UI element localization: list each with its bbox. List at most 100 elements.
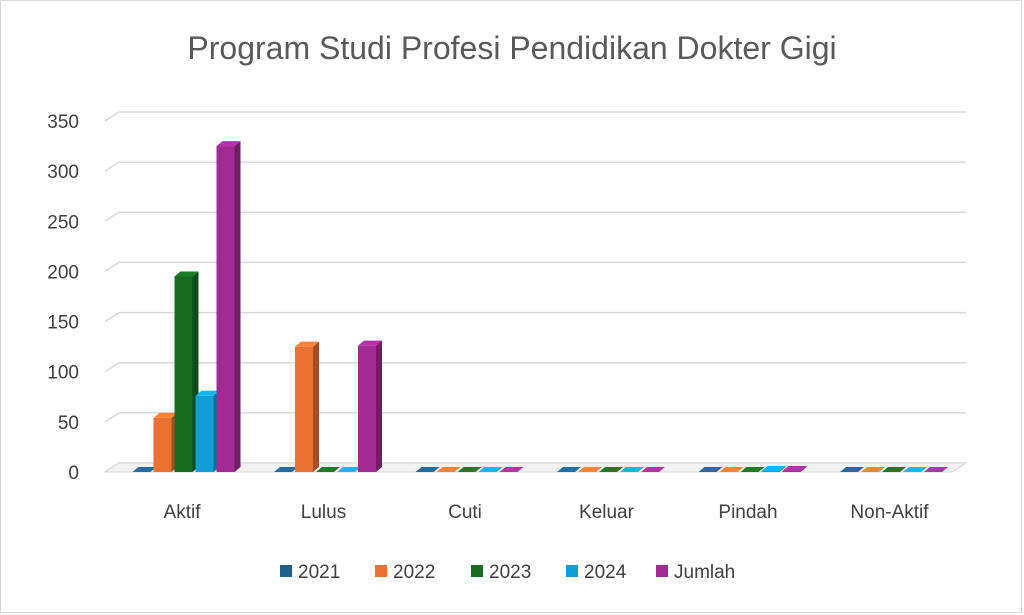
bar-front xyxy=(761,470,780,472)
bar-top xyxy=(840,467,864,472)
chart-title: Program Studi Profesi Pendidikan Dokter … xyxy=(187,30,836,66)
bar xyxy=(882,467,906,472)
bar-front xyxy=(295,346,313,472)
y-tick-label: 200 xyxy=(47,262,79,283)
legend-swatch xyxy=(656,565,668,577)
bar-top xyxy=(153,412,178,418)
bar-top xyxy=(620,467,644,472)
bar xyxy=(578,467,602,472)
legend-item: Jumlah xyxy=(656,562,735,583)
bar-top xyxy=(557,467,581,472)
legend-label: 2023 xyxy=(489,562,531,583)
bar-top xyxy=(415,467,440,472)
bar-top xyxy=(578,467,602,472)
bar xyxy=(861,467,885,472)
legend-swatch xyxy=(471,565,483,577)
bar-front xyxy=(782,470,801,472)
bar xyxy=(499,467,524,472)
bar-top xyxy=(274,467,298,472)
gridline xyxy=(104,111,966,122)
bar-top xyxy=(599,467,623,472)
category-label: Keluar xyxy=(579,502,635,523)
bar xyxy=(840,467,864,472)
category-label: Non-Aktif xyxy=(850,502,929,523)
gridline xyxy=(104,211,966,222)
y-tick-label: 100 xyxy=(47,363,79,384)
bar-front xyxy=(153,417,172,472)
bar-top xyxy=(358,340,382,346)
bar xyxy=(316,467,340,472)
y-tick-label: 0 xyxy=(68,463,79,484)
bar-top xyxy=(698,467,723,472)
bar-top xyxy=(316,467,340,472)
y-tick-label: 350 xyxy=(47,112,79,133)
bar xyxy=(132,467,157,472)
bar-top xyxy=(295,341,319,347)
bar-front xyxy=(174,276,193,472)
bar xyxy=(924,467,948,472)
category-labels: Aktif Lulus Cuti Keluar Pindah Non-Aktif xyxy=(164,502,930,523)
bar xyxy=(274,467,298,472)
legend-label: Jumlah xyxy=(674,562,735,583)
bars xyxy=(132,141,948,473)
bar xyxy=(436,467,461,472)
bar xyxy=(195,390,220,472)
bar-top xyxy=(924,467,948,472)
bar-side xyxy=(779,465,786,472)
gridline xyxy=(104,412,966,423)
legend: 2021 2022 2023 2024 Jumlah xyxy=(280,562,735,583)
bar xyxy=(698,467,723,472)
bar-top xyxy=(478,467,503,472)
bar-top xyxy=(499,467,524,472)
bar xyxy=(599,467,623,472)
bar-top xyxy=(195,390,220,396)
bar xyxy=(761,465,786,472)
bar-top xyxy=(436,467,461,472)
gridline xyxy=(104,161,966,172)
bar xyxy=(153,412,178,472)
bar-front xyxy=(216,146,235,473)
bar-side xyxy=(376,340,382,472)
gridline xyxy=(104,261,966,273)
bar xyxy=(337,467,361,472)
bar xyxy=(719,467,744,472)
bar-side xyxy=(313,341,319,472)
bar xyxy=(903,467,927,472)
bar-top xyxy=(641,467,665,472)
y-tick-label: 250 xyxy=(47,212,79,233)
bar xyxy=(782,465,807,472)
bar xyxy=(415,467,440,472)
bar-side xyxy=(800,465,807,472)
legend-swatch xyxy=(375,565,387,577)
legend-label: 2024 xyxy=(584,562,627,583)
bar-top xyxy=(761,465,786,471)
legend-swatch xyxy=(566,565,578,577)
bar xyxy=(358,340,382,472)
bar xyxy=(557,467,581,472)
bar-top xyxy=(457,467,482,472)
bar xyxy=(478,467,503,472)
bar xyxy=(295,341,319,472)
y-axis-ticks: 0 50 100 150 200 250 300 350 xyxy=(47,112,79,484)
gridline xyxy=(104,311,966,323)
bar xyxy=(641,467,665,472)
bar xyxy=(457,467,482,472)
legend-label: 2021 xyxy=(298,562,340,583)
y-tick-label: 50 xyxy=(58,413,79,434)
bar-top xyxy=(903,467,927,472)
bar-top xyxy=(132,467,157,472)
bar-top xyxy=(216,141,241,147)
category-label: Aktif xyxy=(164,502,202,523)
bar-top xyxy=(719,467,744,472)
category-label: Lulus xyxy=(301,502,346,523)
bar xyxy=(740,467,765,472)
legend-item: 2023 xyxy=(471,562,531,583)
legend-label: 2022 xyxy=(393,562,435,583)
bar-front xyxy=(358,345,376,472)
legend-swatch xyxy=(280,565,292,577)
bar xyxy=(174,271,199,472)
category-label: Cuti xyxy=(448,502,482,523)
bar-top xyxy=(861,467,885,472)
bar-side xyxy=(234,141,241,473)
